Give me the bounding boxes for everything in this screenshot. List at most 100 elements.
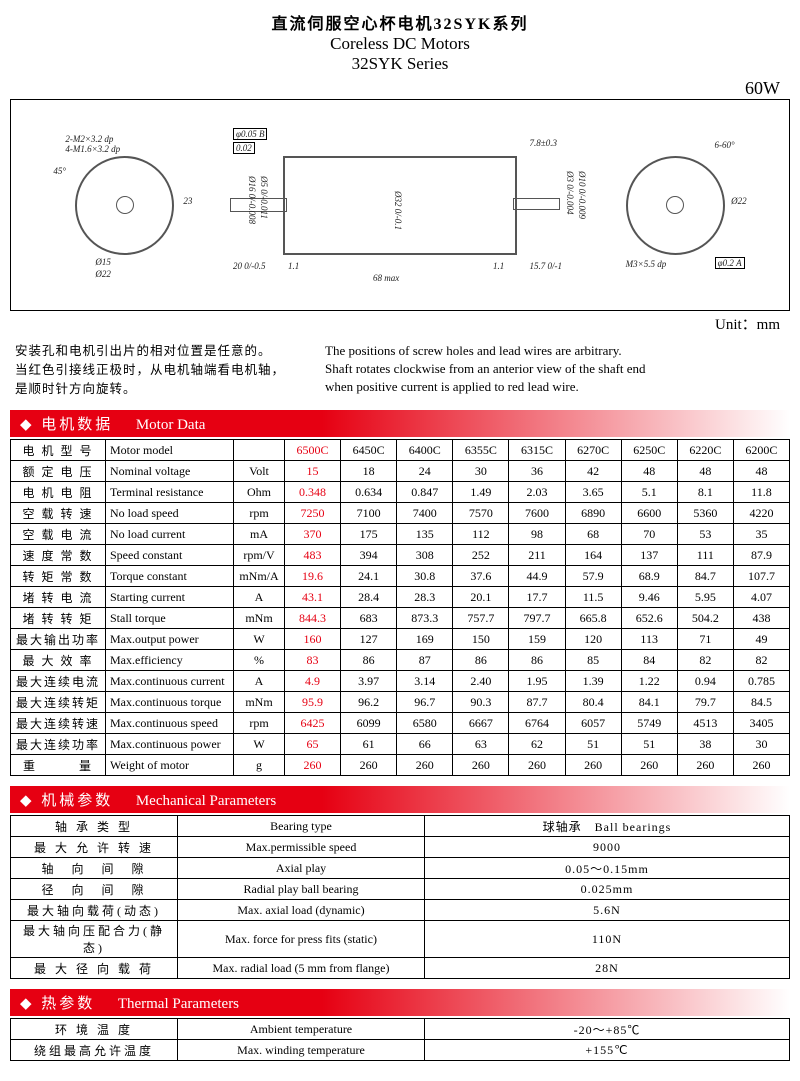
cell-value: 438 [733,608,789,629]
row-label-cn: 最 大 效 率 [11,650,106,671]
cell-value: 483 [285,545,341,566]
cell-value: 757.7 [453,608,509,629]
row-unit: mNm/A [234,566,285,587]
row-label-cn: 径 向 间 隙 [11,879,178,900]
cell-value: 7600 [509,503,565,524]
row-label-cn: 最 大 允 许 转 速 [11,837,178,858]
cell-value: 844.3 [285,608,341,629]
section-title-cn: 机械参数 [41,793,113,809]
cell-value: 7250 [285,503,341,524]
row-label-cn: 最大连续转矩 [11,692,106,713]
cell-value: 51 [621,734,677,755]
note-line: Shaft rotates clockwise from an anterior… [325,360,785,378]
dim-label: Ø3 0/-0.004 [565,171,575,215]
cell-value: 370 [285,524,341,545]
cell-value: 0.847 [397,482,453,503]
cell-value: 1.22 [621,671,677,692]
cell-value: 394 [341,545,397,566]
cell-value: 6764 [509,713,565,734]
row-label-cn: 最大连续转速 [11,713,106,734]
unit-label: Unit：mm [10,313,790,334]
cell-value: 260 [285,755,341,776]
table-row: 轴 承 类 型Bearing type球轴承 Ball bearings [11,816,790,837]
row-label-cn: 空 载 电 流 [11,524,106,545]
dim-label: φ0.2 A [715,257,745,269]
table-row: 堵 转 转 矩Stall torquemNm844.3683873.3757.7… [11,608,790,629]
row-label-en: Bearing type [178,816,425,837]
cell-value: 7100 [341,503,397,524]
table-row: 最大连续功率Max.continuous powerW6561666362515… [11,734,790,755]
cell-value: 260 [621,755,677,776]
cell-value: 48 [733,461,789,482]
cell-value: 28.4 [341,587,397,608]
cell-value: 120 [565,629,621,650]
cell-value: 6355C [453,440,509,461]
row-label-cn: 最大轴向压配合力(静态) [11,921,178,958]
cell-value: 86 [509,650,565,671]
cell-value: 504.2 [677,608,733,629]
cell-value: 260 [733,755,789,776]
row-unit: mNm [234,608,285,629]
title-cn: 直流伺服空心杯电机32SYK系列 [10,10,790,34]
shaft-right [513,198,560,210]
table-row: 最 大 径 向 载 荷Max. radial load (5 mm from f… [11,958,790,979]
cell-value: 48 [621,461,677,482]
cell-value: 87.7 [509,692,565,713]
cell-value: 2.03 [509,482,565,503]
row-label-en: Ambient temperature [178,1019,425,1040]
row-unit: W [234,629,285,650]
cell-value: 4.9 [285,671,341,692]
cell-value: 127 [341,629,397,650]
cell-value: 84 [621,650,677,671]
cell-value: 84.5 [733,692,789,713]
row-label-cn: 最大轴向载荷(动态) [11,900,178,921]
cell-value: 84.7 [677,566,733,587]
cell-value: 11.5 [565,587,621,608]
row-label-en: Terminal resistance [106,482,234,503]
cell-value: 38 [677,734,733,755]
section-title-en: Mechanical Parameters [136,793,276,809]
row-label-cn: 轴 向 间 隙 [11,858,178,879]
cell-value: 260 [565,755,621,776]
cell-value: 6270C [565,440,621,461]
table-row: 最 大 允 许 转 速Max.permissible speed9000 [11,837,790,858]
cell-value: 2.40 [453,671,509,692]
table-row: 空 载 转 速No load speedrpm72507100740075707… [11,503,790,524]
row-label-cn: 电 机 型 号 [11,440,106,461]
table-row: 额 定 电 压Nominal voltageVolt15182430364248… [11,461,790,482]
dim-label: M3×5.5 dp [626,259,667,269]
cell-value: 137 [621,545,677,566]
cell-value: 35 [733,524,789,545]
cell-value: 8.1 [677,482,733,503]
table-row: 轴 向 间 隙Axial play0.05～0.15mm [11,858,790,879]
cell-value: 30.8 [397,566,453,587]
cell-value: 95.9 [285,692,341,713]
motor-data-table: 电 机 型 号Motor model6500C6450C6400C6355C63… [10,439,790,776]
cell-value: 42 [565,461,621,482]
row-label-cn: 堵 转 电 流 [11,587,106,608]
cell-value: 107.7 [733,566,789,587]
cell-value: 6450C [341,440,397,461]
dim-label: 2-M2×3.2 dp [65,134,113,144]
cell-value: 0.634 [341,482,397,503]
table-row: 径 向 间 隙Radial play ball bearing0.025mm [11,879,790,900]
dim-label: 45° [53,166,66,176]
cell-value: 17.7 [509,587,565,608]
cell-value: 0.348 [285,482,341,503]
dim-label: Ø32 0/-0.1 [393,191,403,230]
mechanical-table: 轴 承 类 型Bearing type球轴承 Ball bearings最 大 … [10,815,790,979]
cell-value: 683 [341,608,397,629]
section-title-cn: 热参数 [41,996,95,1012]
row-unit: g [234,755,285,776]
cell-value: 9.46 [621,587,677,608]
row-label-en: Max.continuous torque [106,692,234,713]
row-label-cn: 绕组最高允许温度 [11,1040,178,1061]
row-label-cn: 最大输出功率 [11,629,106,650]
dim-label: Ø10 0/-0.009 [577,171,587,219]
section-title-cn: 电机数据 [41,417,113,433]
cell-value: 65 [285,734,341,755]
cell-value: 6425 [285,713,341,734]
row-label-cn: 转 矩 常 数 [11,566,106,587]
dim-label: 68 max [373,273,399,283]
cell-value: 1.39 [565,671,621,692]
